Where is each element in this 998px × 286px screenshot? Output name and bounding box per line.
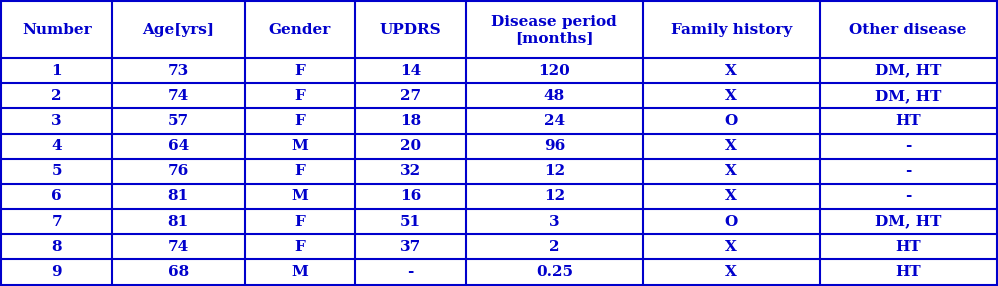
Text: X: X — [726, 240, 738, 254]
Text: -: - — [905, 139, 911, 153]
Text: 81: 81 — [168, 190, 189, 204]
Text: M: M — [291, 139, 308, 153]
Text: X: X — [726, 63, 738, 78]
Text: 12: 12 — [544, 190, 565, 204]
Text: DM, HT: DM, HT — [875, 63, 941, 78]
Text: 57: 57 — [168, 114, 189, 128]
Text: 37: 37 — [400, 240, 421, 254]
Text: 3: 3 — [549, 215, 560, 229]
Text: 16: 16 — [400, 190, 421, 204]
Text: 2: 2 — [549, 240, 560, 254]
Text: X: X — [726, 89, 738, 103]
Text: F: F — [294, 63, 305, 78]
Text: 48: 48 — [544, 89, 565, 103]
Text: 3: 3 — [51, 114, 62, 128]
Text: F: F — [294, 215, 305, 229]
Text: DM, HT: DM, HT — [875, 215, 941, 229]
Text: 81: 81 — [168, 215, 189, 229]
Text: M: M — [291, 265, 308, 279]
Text: Number: Number — [22, 23, 92, 37]
Text: X: X — [726, 139, 738, 153]
Text: M: M — [291, 190, 308, 204]
Text: F: F — [294, 89, 305, 103]
Text: F: F — [294, 114, 305, 128]
Text: 74: 74 — [168, 240, 189, 254]
Text: -: - — [905, 164, 911, 178]
Text: O: O — [725, 215, 738, 229]
Text: 27: 27 — [400, 89, 421, 103]
Text: Other disease: Other disease — [849, 23, 967, 37]
Text: HT: HT — [895, 114, 921, 128]
Text: F: F — [294, 240, 305, 254]
Text: 120: 120 — [538, 63, 570, 78]
Text: 76: 76 — [168, 164, 189, 178]
Text: 14: 14 — [400, 63, 421, 78]
Text: 64: 64 — [168, 139, 189, 153]
Text: 73: 73 — [168, 63, 189, 78]
Text: 7: 7 — [51, 215, 62, 229]
Text: 96: 96 — [544, 139, 565, 153]
Text: 24: 24 — [544, 114, 565, 128]
Text: HT: HT — [895, 265, 921, 279]
Text: 5: 5 — [52, 164, 62, 178]
Text: Age[yrs]: Age[yrs] — [143, 23, 215, 37]
Text: 51: 51 — [400, 215, 421, 229]
Text: 9: 9 — [51, 265, 62, 279]
Text: 74: 74 — [168, 89, 189, 103]
Text: O: O — [725, 114, 738, 128]
Text: 1: 1 — [51, 63, 62, 78]
Text: 4: 4 — [51, 139, 62, 153]
Text: 12: 12 — [544, 164, 565, 178]
Text: DM, HT: DM, HT — [875, 89, 941, 103]
Text: 18: 18 — [400, 114, 421, 128]
Text: X: X — [726, 265, 738, 279]
Text: X: X — [726, 164, 738, 178]
Text: 68: 68 — [168, 265, 189, 279]
Text: HT: HT — [895, 240, 921, 254]
Text: 2: 2 — [52, 89, 62, 103]
Text: F: F — [294, 164, 305, 178]
Text: -: - — [407, 265, 414, 279]
Text: Family history: Family history — [671, 23, 791, 37]
Text: Gender: Gender — [268, 23, 331, 37]
Text: 20: 20 — [400, 139, 421, 153]
Text: 32: 32 — [400, 164, 421, 178]
Text: X: X — [726, 190, 738, 204]
Text: UPDRS: UPDRS — [379, 23, 441, 37]
Text: 8: 8 — [51, 240, 62, 254]
Text: 6: 6 — [51, 190, 62, 204]
Text: 0.25: 0.25 — [536, 265, 573, 279]
Text: -: - — [905, 190, 911, 204]
Text: Disease period
[months]: Disease period [months] — [491, 15, 617, 45]
